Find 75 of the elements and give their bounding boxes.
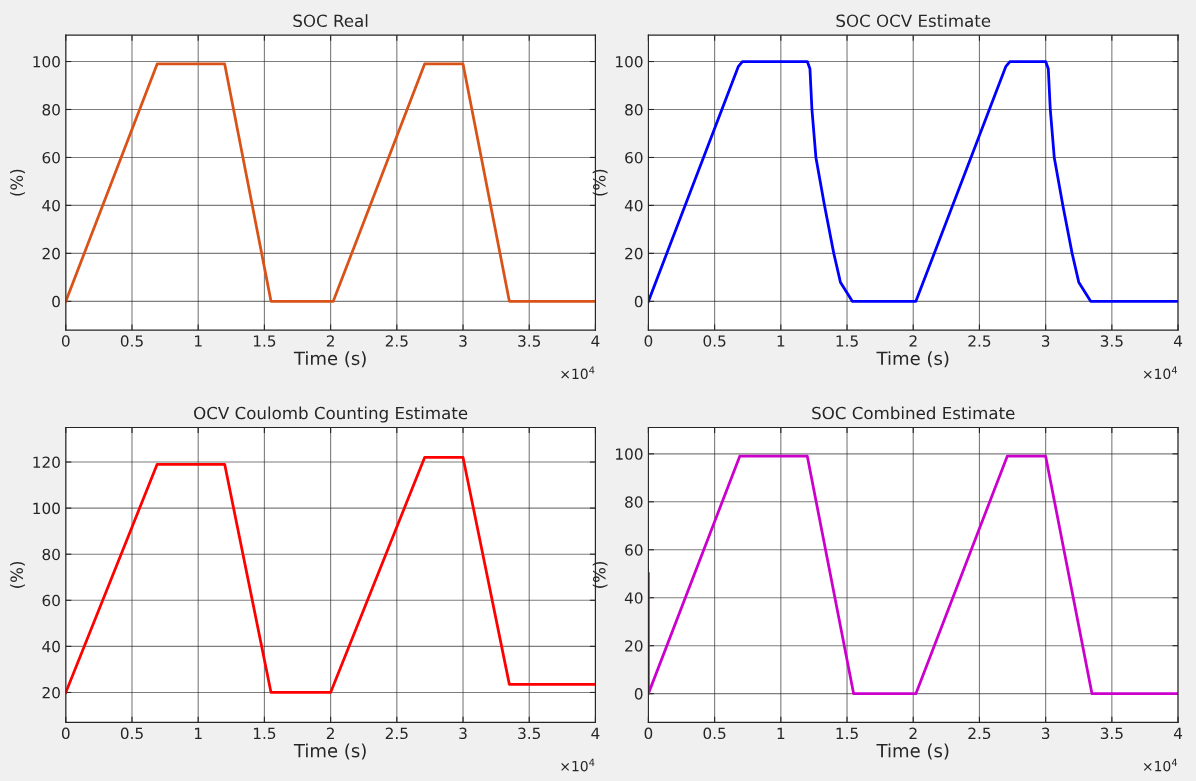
x-tick-label: 2 <box>326 335 334 347</box>
line-series <box>648 60 1179 303</box>
x-tick-label: 2.5 <box>385 335 408 347</box>
x-tick-label: 3 <box>1041 335 1050 347</box>
y-tick-label: 40 <box>42 199 60 212</box>
x-tick-label: 0 <box>61 727 70 740</box>
y-tick-label: 0 <box>634 295 643 308</box>
y-tick-label: 40 <box>624 199 643 212</box>
x-tick-label: 1.5 <box>836 727 858 740</box>
text: ×10$^{4}$ <box>561 366 595 380</box>
y-tick-label: 0 <box>634 688 643 700</box>
y-tick-label: 20 <box>42 686 60 699</box>
x-tick-label: 3.5 <box>518 335 541 347</box>
y-tick-label: 60 <box>42 151 60 164</box>
x-tick-label: 3 <box>459 335 467 347</box>
x-tick-label: 0.5 <box>120 335 143 347</box>
x-tick-label: 2.5 <box>385 727 408 740</box>
y-tick-label: 100 <box>616 55 643 68</box>
x-axis-title: Time (s) <box>876 351 949 368</box>
text: ×10$^{4}$ <box>1143 366 1178 380</box>
x-tick-label: 0.5 <box>703 727 726 740</box>
chart-title: OCV Coulomb Counting Estimate <box>194 406 468 423</box>
y-tick-label: 80 <box>42 103 60 116</box>
x-axis-title: Time (s) <box>293 351 366 368</box>
x-tick-label: 2 <box>909 335 917 347</box>
x-tick-label: 1.5 <box>253 727 276 740</box>
x-tick-label: 1.5 <box>253 335 276 347</box>
y-axis-title: (%) <box>10 561 25 588</box>
x-tick-label: 1.5 <box>836 335 858 347</box>
text: ×10$^{4}$ <box>561 758 595 772</box>
x-tick-label: 1 <box>777 727 785 739</box>
y-tick-label: 20 <box>625 247 643 260</box>
x-tick-label: 3.5 <box>518 727 541 740</box>
y-tick-label: 20 <box>625 640 643 652</box>
x-tick-label: 0.5 <box>120 727 143 740</box>
y-tick-label: 100 <box>33 55 60 68</box>
x-tick-label: 4 <box>591 727 600 739</box>
x-tick-label: 3.5 <box>1100 335 1123 347</box>
x-tick-label: 0 <box>644 335 653 347</box>
x-tick-label: 1 <box>195 727 202 739</box>
y-tick-label: 100 <box>33 502 60 515</box>
x-tick-label: 3 <box>459 727 467 740</box>
x-tick-label: 3.5 <box>1100 727 1123 740</box>
x-tick-label: 1 <box>195 335 202 347</box>
x-tick-label: 2 <box>326 727 334 739</box>
y-axis-title: (%) <box>10 169 25 196</box>
x-tick-label: 0 <box>61 335 70 347</box>
x-tick-label: 2.5 <box>968 727 991 740</box>
y-tick-label: 40 <box>42 640 60 653</box>
x-tick-label: 3 <box>1041 727 1050 740</box>
x-tick-label: 0 <box>644 727 653 740</box>
y-tick-label: 20 <box>42 247 60 260</box>
y-tick-label: 120 <box>33 456 60 469</box>
y-tick-label: 80 <box>42 548 60 561</box>
text: ×10$^{4}$ <box>1143 758 1178 772</box>
chart-title: SOC OCV Estimate <box>836 14 991 28</box>
y-tick-label: 40 <box>624 592 643 604</box>
y-tick-label: 0 <box>52 295 60 308</box>
y-tick-label: 60 <box>42 594 60 607</box>
x-tick-label: 4 <box>591 335 600 347</box>
y-tick-label: 80 <box>625 103 643 116</box>
y-tick-label: 60 <box>625 151 643 164</box>
x-tick-label: 1 <box>777 335 785 347</box>
y-tick-label: 100 <box>616 448 643 460</box>
chart-title: SOC Real <box>293 14 368 28</box>
y-tick-label: 80 <box>625 496 643 508</box>
x-axis-title: Time (s) <box>876 743 949 760</box>
x-tick-label: 0.5 <box>703 335 726 347</box>
x-tick-label: 4 <box>1173 335 1183 347</box>
x-tick-label: 4 <box>1173 727 1183 739</box>
chart-title: SOC Combined Estimate <box>812 406 1015 420</box>
x-axis-title: Time (s) <box>293 743 366 760</box>
x-tick-label: 2.5 <box>968 335 991 347</box>
y-tick-label: 60 <box>625 544 643 556</box>
x-tick-label: 2 <box>909 727 917 739</box>
